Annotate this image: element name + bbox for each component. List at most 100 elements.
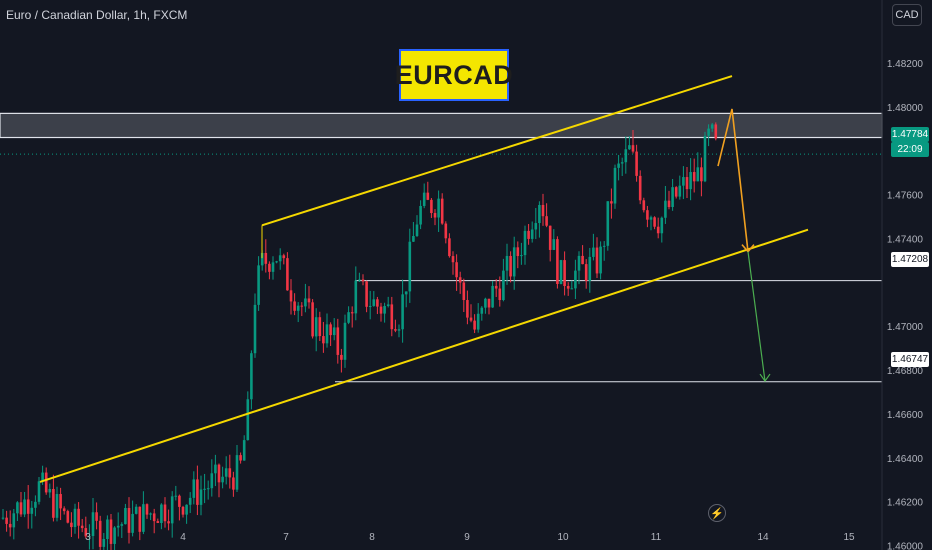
candle-body (160, 504, 163, 524)
candle-body (318, 317, 322, 337)
candle-body (300, 305, 304, 307)
candle-body (613, 167, 617, 204)
candle-body (372, 299, 376, 306)
candle-body (620, 162, 624, 164)
price-tick-label: 1.46000 (887, 542, 924, 550)
candle-body (581, 255, 584, 265)
candle-body (455, 262, 458, 278)
candle-body (196, 479, 199, 505)
candle-body (350, 312, 354, 314)
candle-body (250, 353, 253, 400)
candle-body (703, 135, 707, 182)
candle-body (48, 488, 52, 493)
candle-body (70, 522, 73, 528)
candle-body (278, 255, 282, 262)
candle-body (527, 230, 530, 239)
time-tick-label: 11 (651, 532, 662, 543)
price-tick-label: 1.48200 (887, 59, 924, 70)
candle-body (386, 304, 390, 307)
candle-body (365, 281, 368, 307)
candle-body (174, 495, 178, 497)
candle-body (41, 472, 44, 482)
candle-body (156, 521, 160, 524)
candle-body (710, 124, 714, 129)
candle-body (206, 488, 210, 490)
candle-body (610, 201, 613, 204)
candle-body (246, 399, 250, 441)
candle-body (145, 504, 149, 515)
candle-body (336, 327, 340, 355)
candle-body (538, 204, 541, 224)
price-tick-label: 1.46600 (887, 410, 924, 421)
price-tick-label: 1.47000 (887, 322, 924, 333)
candle-body (113, 527, 116, 544)
candle-body (660, 217, 664, 234)
candle-body (473, 320, 476, 330)
candle-body (8, 523, 12, 528)
candle-body (707, 128, 710, 136)
candle-body (91, 512, 95, 536)
price-axis: 1.48200 1.48000 1.47600 1.47400 1.47000 1.468… (881, 0, 924, 550)
candle-body (275, 261, 278, 263)
candle-body (361, 279, 365, 282)
candle-body (520, 255, 523, 257)
candle-body (242, 440, 246, 461)
candle-body (638, 175, 642, 201)
lightning-icon[interactable]: ⚡ (708, 504, 726, 522)
candle-body (448, 238, 451, 257)
candle-body (646, 210, 649, 220)
candle-body (419, 205, 422, 225)
candle-body (77, 508, 80, 526)
candle-body (696, 167, 700, 182)
countdown-tag: 22:09 (891, 142, 929, 157)
candle-body (559, 260, 563, 285)
candle-body (548, 225, 552, 250)
candle-body (221, 476, 224, 483)
candle-body (541, 204, 545, 217)
candle-body (700, 167, 703, 182)
candle-body (210, 473, 214, 489)
candle-body (163, 504, 167, 522)
candle-body (491, 285, 494, 308)
projection-green-arrowhead (759, 373, 771, 383)
resistance-zone-rect (0, 112, 883, 139)
candle-body (347, 312, 350, 323)
candle-body (642, 200, 646, 211)
candle-body (84, 528, 88, 537)
candle-body (556, 239, 559, 285)
candle-body (689, 172, 692, 190)
currency-button[interactable]: CAD (892, 4, 922, 26)
candle-body (239, 455, 242, 461)
candle-body (304, 298, 307, 307)
candle-body (235, 455, 239, 490)
candle-body (37, 481, 41, 502)
candle-body (592, 247, 595, 257)
candle-body (296, 305, 300, 311)
candle-body (80, 525, 84, 529)
candle-body (552, 239, 556, 250)
candle-body (73, 508, 77, 528)
candle-body (509, 255, 512, 277)
candle-body (1, 517, 5, 519)
candle-body (260, 252, 264, 266)
candle-body (653, 217, 656, 227)
eurcad-annotation[interactable]: EURCAD (395, 49, 513, 101)
candle-body (271, 262, 275, 272)
candle-body (26, 499, 30, 514)
horizontal-levels (0, 153, 882, 383)
candle-body (12, 513, 16, 528)
price-tick-label: 1.47600 (887, 191, 924, 202)
candle-body (502, 270, 505, 301)
level-2-tag: 1.46747 (891, 352, 929, 367)
candle-body (570, 288, 574, 290)
candle-body (430, 199, 433, 214)
candle-body (102, 539, 106, 547)
candle-body (293, 301, 296, 311)
candle-body (512, 247, 516, 277)
channel-upper-line (261, 75, 733, 227)
candle-body (340, 354, 343, 360)
candle-body (674, 187, 678, 197)
time-tick-label: 10 (557, 532, 569, 543)
candle-body (617, 163, 620, 168)
